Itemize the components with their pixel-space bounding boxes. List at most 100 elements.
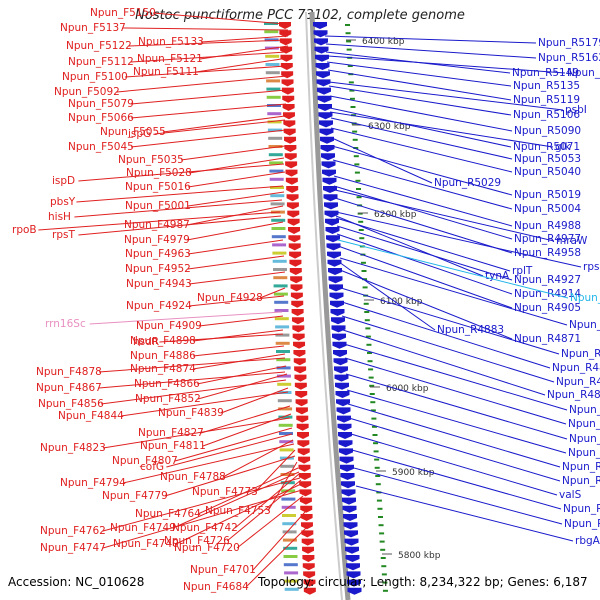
right-gene-label: Npun_R5119 — [513, 94, 580, 106]
cog-category-bar — [267, 128, 282, 132]
right-gene-label: Npun_R4876 — [569, 319, 600, 331]
right-gene-connector — [330, 117, 513, 160]
gc-content-tick — [366, 343, 372, 346]
reverse-gene-arrow — [338, 440, 353, 448]
cog-category-bar — [272, 243, 287, 247]
reverse-gene-arrow — [344, 538, 359, 546]
left-gene-connector — [98, 357, 286, 373]
gc-content-tick — [349, 89, 355, 92]
gc-content-tick — [364, 311, 370, 313]
cog-category-bar — [279, 440, 294, 444]
reverse-gene-arrow — [326, 243, 341, 251]
gc-content-tick — [356, 188, 361, 190]
reverse-gene-arrow — [322, 169, 336, 177]
gc-content-tick — [372, 434, 378, 436]
left-gene-label: Npun_F4943 — [126, 278, 192, 290]
right-gene-connector — [345, 373, 568, 440]
right-gene-label: Npun_R5071 — [513, 141, 580, 153]
left-gene-label: Npun_F4720 — [174, 542, 240, 554]
left-gene-connector — [226, 479, 302, 542]
right-gene-connector — [329, 111, 554, 148]
gc-content-tick — [370, 401, 376, 404]
left-gene-connector — [166, 433, 293, 468]
forward-gene-arrow — [284, 145, 297, 152]
left-gene-connector — [187, 255, 285, 270]
cog-category-bar — [278, 423, 293, 427]
right-gene-label: Npun_R4988 — [514, 220, 581, 232]
right-gene-connector — [338, 261, 436, 331]
left-gene-label: Npun_F5079 — [68, 98, 134, 110]
reverse-gene-arrow — [323, 186, 337, 193]
left-gene-connector — [236, 495, 304, 549]
forward-gene-arrow — [299, 497, 312, 505]
left-gene-connector — [124, 65, 287, 78]
left-gene-label: Npun_F4794 — [60, 477, 126, 489]
forward-gene-arrow — [286, 202, 299, 210]
right-gene-label: Npun_R5106 — [513, 109, 580, 121]
right-gene-label: Npun_R4958 — [514, 247, 581, 259]
forward-gene-arrow — [301, 530, 314, 538]
right-gene-connector — [331, 137, 433, 184]
left-gene-label: Npun_F4886 — [130, 350, 196, 362]
cog-category-bar — [284, 579, 299, 583]
reverse-gene-arrow — [328, 268, 342, 275]
right-gene-label: mraW — [556, 235, 588, 247]
right-gene-label: Npun_R4722 — [562, 461, 600, 473]
forward-gene-arrow — [291, 317, 304, 325]
cog-category-bar — [273, 284, 288, 288]
left-gene-label: Npun_F4909 — [136, 320, 202, 332]
left-gene-label: cofG — [140, 461, 164, 473]
gc-content-tick — [371, 425, 377, 428]
left-gene-connector — [192, 353, 286, 370]
forward-gene-arrow — [288, 243, 301, 251]
left-gene-label: Npun_F5066 — [68, 112, 134, 124]
forward-gene-arrow — [297, 448, 310, 456]
cog-category-bar — [284, 587, 299, 591]
reverse-gene-arrow — [347, 587, 362, 595]
right-gene-label: Npun_R4785 — [569, 404, 600, 416]
right-gene-connector — [331, 145, 513, 196]
gc-content-tick — [379, 532, 385, 535]
left-gene-connector — [234, 473, 300, 529]
left-gene-connector — [152, 12, 286, 25]
gc-content-tick — [357, 212, 363, 215]
gc-content-tick — [378, 516, 383, 518]
forward-gene-arrow — [281, 71, 294, 79]
left-gene-label: rpsT — [52, 229, 75, 241]
right-gene-connector — [327, 55, 566, 74]
reverse-gene-arrow — [321, 161, 336, 169]
left-gene-label: Npun_F4839 — [158, 407, 224, 419]
left-gene-connector — [120, 391, 289, 417]
forward-gene-arrow — [287, 210, 300, 218]
left-gene-label: Npun_F5122 — [66, 40, 132, 52]
left-gene-label: Npun_F4773 — [192, 486, 258, 498]
forward-gene-arrow — [285, 169, 298, 177]
left-gene-label: Npun_F5028 — [126, 167, 192, 179]
forward-gene-arrow — [299, 481, 312, 489]
scale-tick-label: 6300 kbp — [368, 122, 411, 132]
right-gene-connector — [326, 61, 512, 87]
reverse-gene-arrow — [339, 456, 354, 464]
gc-content-tick — [374, 466, 380, 469]
forward-gene-arrow — [298, 456, 311, 464]
right-gene-connector — [337, 239, 569, 299]
gc-content-tick — [369, 393, 375, 395]
left-gene-label: Npun_F4779 — [102, 490, 168, 502]
forward-gene-arrow — [284, 136, 297, 144]
left-gene-connector — [130, 89, 287, 105]
reverse-gene-arrow — [325, 227, 340, 234]
reverse-gene-arrow — [321, 153, 335, 161]
left-gene-connector — [116, 75, 288, 93]
left-gene-label: Npun_F4740 — [113, 538, 179, 550]
forward-gene-arrow — [289, 259, 302, 267]
reverse-gene-arrow — [344, 530, 358, 538]
right-gene-label: Npun_R5019 — [514, 189, 581, 201]
left-gene-label: Npun_F4807 — [112, 455, 178, 467]
gc-content-tick — [371, 417, 377, 420]
left-gene-label: Npun_F5016 — [125, 181, 191, 193]
forward-gene-arrow — [283, 128, 296, 136]
reverse-gene-arrow — [330, 309, 345, 316]
reverse-gene-arrow — [325, 218, 339, 226]
cog-category-bar — [267, 112, 282, 116]
right-gene-connector — [340, 287, 560, 355]
